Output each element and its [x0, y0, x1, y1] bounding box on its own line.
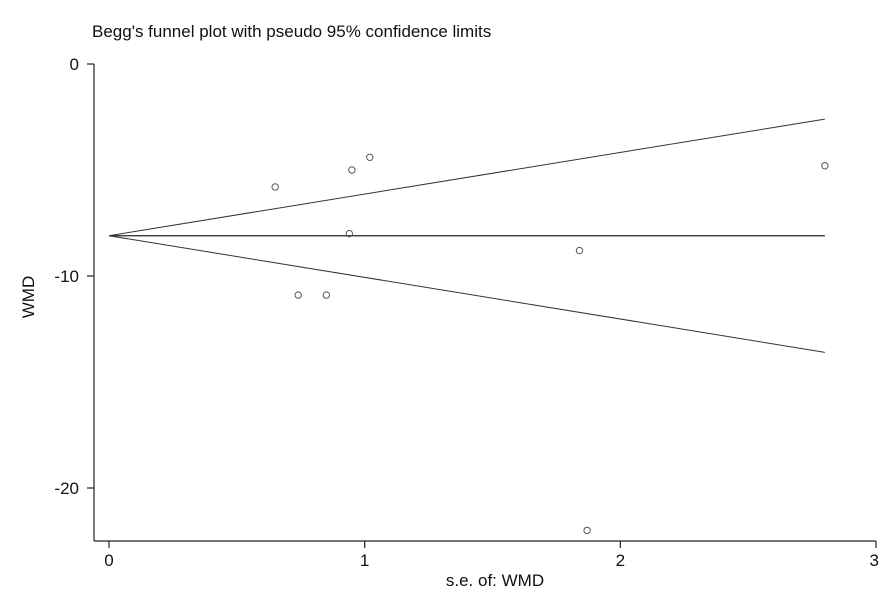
- x-axis: 0 1 2 3: [94, 540, 879, 570]
- y-axis: 0 -10 -20: [54, 55, 95, 541]
- lower-confidence-limit-line: [108, 235, 825, 353]
- y-axis-label: WMD: [19, 276, 38, 318]
- upper-confidence-limit-line: [108, 118, 825, 237]
- study-points: [271, 153, 829, 535]
- x-tick-label: 1: [360, 551, 369, 570]
- y-tick-label: 0: [70, 55, 79, 74]
- x-tick-label: 0: [104, 551, 113, 570]
- funnel-lines: [108, 118, 825, 353]
- y-tick-label: -10: [54, 267, 79, 286]
- study-point: [366, 153, 374, 161]
- study-point: [348, 166, 356, 174]
- study-point: [583, 526, 591, 535]
- study-point: [294, 291, 302, 299]
- study-point: [575, 246, 584, 255]
- y-tick-label: -20: [54, 479, 79, 498]
- study-point: [821, 162, 829, 170]
- study-point: [322, 291, 331, 299]
- study-point: [345, 229, 354, 238]
- x-tick-label: 3: [870, 551, 879, 570]
- chart-title: Begg's funnel plot with pseudo 95% confi…: [92, 22, 491, 41]
- x-tick-label: 2: [616, 551, 625, 570]
- x-axis-label: s.e. of: WMD: [446, 571, 544, 590]
- study-point: [271, 183, 279, 191]
